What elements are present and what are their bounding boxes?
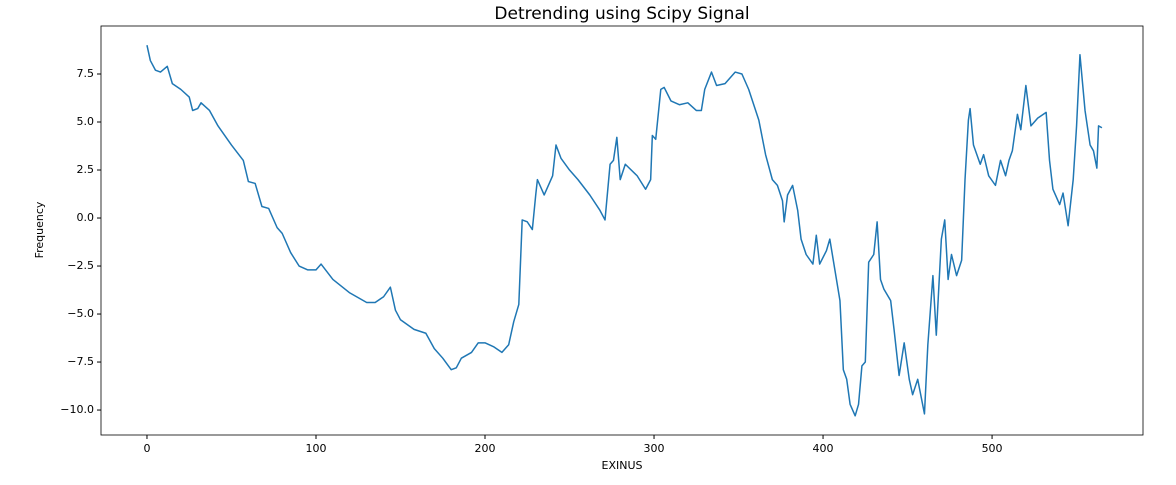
y-tick-label: 0.0 — [77, 211, 95, 224]
x-tick-label: 0 — [143, 442, 150, 455]
y-tick-label: −10.0 — [60, 403, 94, 416]
y-tick-label: 2.5 — [77, 163, 95, 176]
x-tick-label: 100 — [305, 442, 326, 455]
y-tick-label: −7.5 — [67, 355, 94, 368]
y-axis-label: Frequency — [33, 201, 46, 258]
data-line — [146, 45, 1103, 417]
plot-frame — [100, 25, 1144, 436]
x-tick-label: 200 — [475, 442, 496, 455]
y-tick-label: 7.5 — [77, 67, 95, 80]
y-tick-label: −2.5 — [67, 259, 94, 272]
x-tick-label: 500 — [982, 442, 1003, 455]
x-tick-label: 300 — [644, 442, 665, 455]
y-tick-label: 5.0 — [77, 115, 95, 128]
x-axis-label: EXINUS — [602, 459, 643, 472]
chart-title: Detrending using Scipy Signal — [494, 4, 749, 24]
x-tick-label: 400 — [813, 442, 834, 455]
y-tick-label: −5.0 — [67, 307, 94, 320]
